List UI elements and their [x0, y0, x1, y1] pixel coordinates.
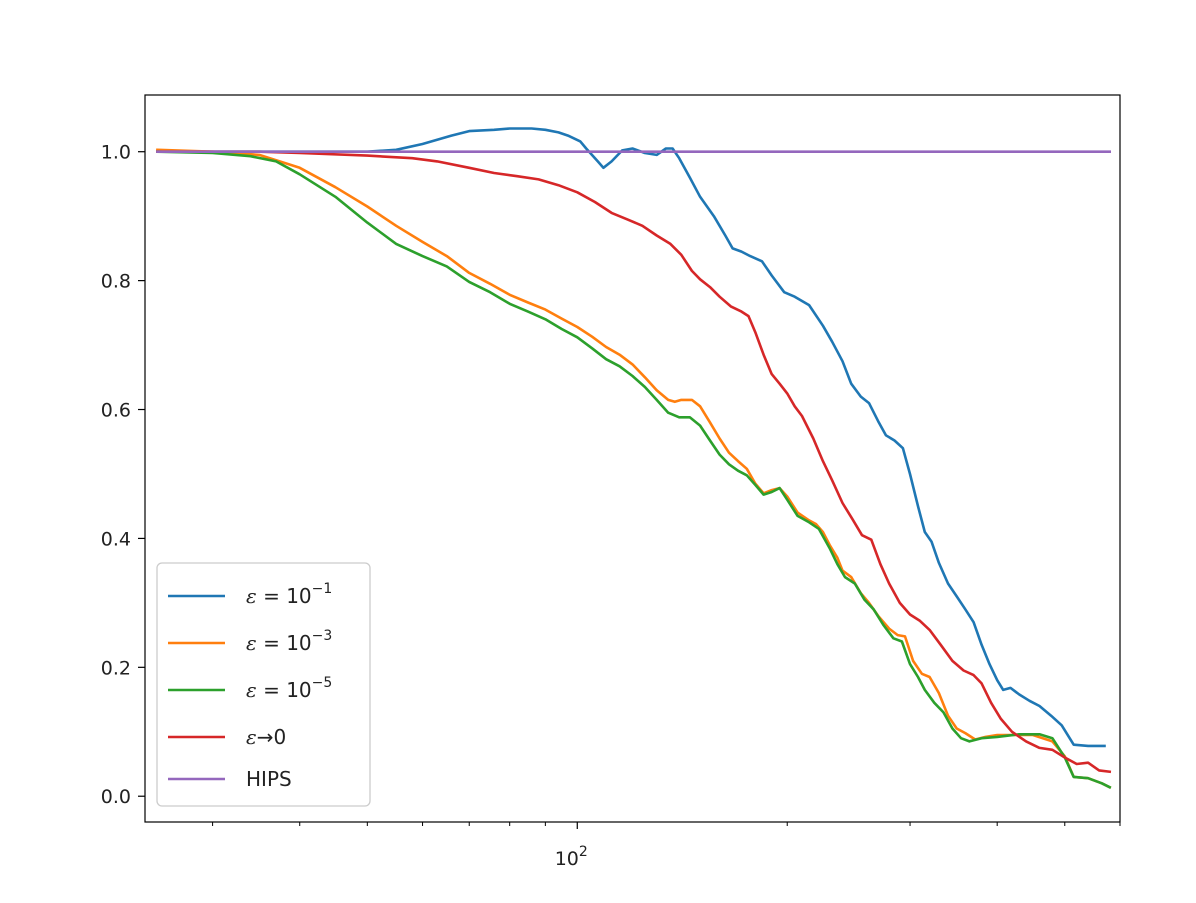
series-line-4 [156, 150, 1112, 774]
y-tick-label: 0.4 [101, 528, 131, 550]
y-axis: 0.0 0.2 0.4 0.6 0.8 1.0 [101, 142, 145, 808]
axes-frame [144, 94, 1121, 823]
y-tick-label: 0.6 [101, 400, 131, 422]
series-line-1 [156, 127, 1106, 748]
legend-label-5: HIPS [246, 767, 292, 791]
y-tick-label: 0.2 [101, 657, 131, 679]
series-line-2 [156, 148, 1112, 789]
y-tick-label: 0.8 [101, 271, 131, 293]
legend-label-3: ε = 10−5 [246, 675, 332, 702]
y-tick-label: 1.0 [101, 142, 131, 164]
x-tick-label: 102 [555, 844, 588, 870]
series-line-3 [156, 150, 1112, 789]
legend: ε = 10−1 ε = 10−3 ε = 10−5 ε→0 HIPS [156, 562, 371, 807]
legend-label-4: ε→0 [246, 725, 286, 749]
legend-label-1: ε = 10−1 [246, 581, 332, 608]
plot-area [144, 94, 1121, 823]
legend-box [156, 562, 371, 807]
legend-label-2: ε = 10−3 [246, 628, 332, 655]
series-lines [156, 127, 1112, 789]
y-tick-label: 0.0 [101, 786, 131, 808]
x-axis: 102 [212, 822, 1121, 870]
